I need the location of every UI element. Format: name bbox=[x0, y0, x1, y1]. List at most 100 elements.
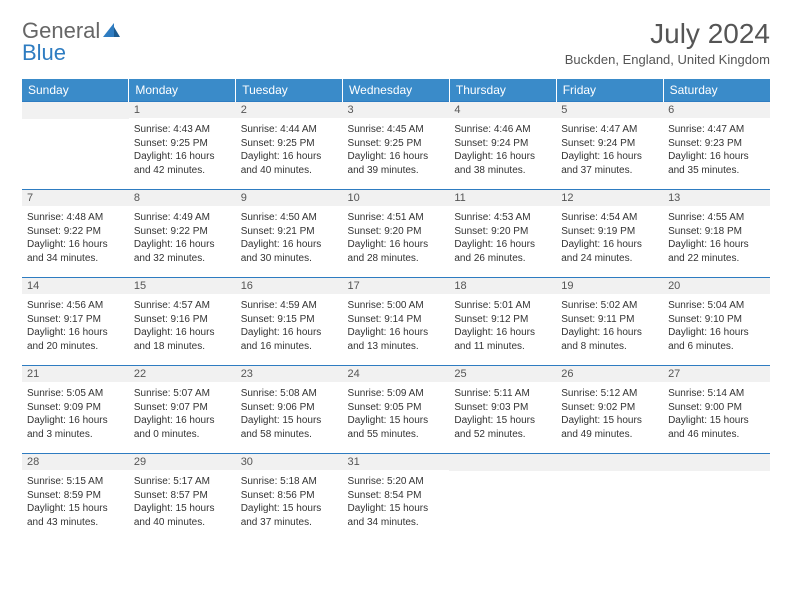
day-detail-line: Daylight: 16 hours and 0 minutes. bbox=[134, 414, 231, 441]
day-detail-line: Sunrise: 5:04 AM bbox=[668, 299, 765, 313]
day-cell: 27Sunrise: 5:14 AMSunset: 9:00 PMDayligh… bbox=[663, 366, 770, 454]
day-number: 22 bbox=[129, 366, 236, 382]
day-number bbox=[556, 454, 663, 471]
day-details: Sunrise: 4:45 AMSunset: 9:25 PMDaylight:… bbox=[343, 120, 450, 182]
day-detail-line: Sunrise: 5:00 AM bbox=[348, 299, 445, 313]
weekday-header: Tuesday bbox=[236, 79, 343, 102]
day-cell: 24 Sunrise: 5:09 AMSunset: 9:05 PMDayligh… bbox=[343, 366, 450, 454]
day-cell: 30Sunrise: 5:18 AMSunset: 8:56 PMDayligh… bbox=[236, 454, 343, 542]
day-detail-line: Daylight: 16 hours and 37 minutes. bbox=[561, 150, 658, 177]
day-number: 16 bbox=[236, 278, 343, 294]
day-number: 30 bbox=[236, 454, 343, 470]
day-details bbox=[449, 473, 556, 533]
day-number bbox=[449, 454, 556, 471]
day-detail-line: Daylight: 16 hours and 6 minutes. bbox=[668, 326, 765, 353]
day-detail-line: Daylight: 16 hours and 13 minutes. bbox=[348, 326, 445, 353]
day-detail-line: Sunrise: 4:51 AM bbox=[348, 211, 445, 225]
day-details: Sunrise: 5:17 AMSunset: 8:57 PMDaylight:… bbox=[129, 472, 236, 534]
day-detail-line: Sunrise: 5:05 AM bbox=[27, 387, 124, 401]
day-cell: 15 Sunrise: 4:57 AMSunset: 9:16 PMDayligh… bbox=[129, 278, 236, 366]
logo: GeneralBlue bbox=[22, 18, 122, 66]
day-detail-line: Sunset: 8:56 PM bbox=[241, 489, 338, 503]
day-details: Sunrise: 5:12 AMSunset: 9:02 PMDaylight:… bbox=[556, 384, 663, 446]
day-cell: 19Sunrise: 5:02 AMSunset: 9:11 PMDayligh… bbox=[556, 278, 663, 366]
day-detail-line: Sunrise: 5:11 AM bbox=[454, 387, 551, 401]
day-detail-line: Sunset: 9:03 PM bbox=[454, 401, 551, 415]
day-number: 31 bbox=[343, 454, 450, 470]
day-number: 24 bbox=[343, 366, 450, 382]
day-details: Sunrise: 4:47 AMSunset: 9:23 PMDaylight:… bbox=[663, 120, 770, 182]
day-detail-line: Sunrise: 4:44 AM bbox=[241, 123, 338, 137]
day-number: 3 bbox=[343, 102, 450, 118]
calendar-body: 1Sunrise: 4:43 AMSunset: 9:25 PMDaylight… bbox=[22, 102, 770, 542]
day-cell: 8Sunrise: 4:49 AMSunset: 9:22 PMDaylight… bbox=[129, 190, 236, 278]
day-detail-line: Sunset: 9:06 PM bbox=[241, 401, 338, 415]
day-details: Sunrise: 4:51 AMSunset: 9:20 PMDaylight:… bbox=[343, 208, 450, 270]
day-detail-line: Daylight: 16 hours and 16 minutes. bbox=[241, 326, 338, 353]
day-number: 13 bbox=[663, 190, 770, 206]
day-detail-line: Sunrise: 4:45 AM bbox=[348, 123, 445, 137]
day-detail-line: Daylight: 16 hours and 32 minutes. bbox=[134, 238, 231, 265]
day-details: Sunrise: 5:11 AMSunset: 9:03 PMDaylight:… bbox=[449, 384, 556, 446]
day-details: Sunrise: 4:49 AMSunset: 9:22 PMDaylight:… bbox=[129, 208, 236, 270]
week-row: 28Sunrise: 5:15 AMSunset: 8:59 PMDayligh… bbox=[22, 454, 770, 542]
day-detail-line: Sunset: 8:54 PM bbox=[348, 489, 445, 503]
weekday-header: Sunday bbox=[22, 79, 129, 102]
day-detail-line: Sunrise: 4:56 AM bbox=[27, 299, 124, 313]
day-details: Sunrise: 5:09 AMSunset: 9:05 PMDaylight:… bbox=[343, 384, 450, 446]
day-detail-line: Sunset: 9:25 PM bbox=[348, 137, 445, 151]
day-cell: 14Sunrise: 4:56 AMSunset: 9:17 PMDayligh… bbox=[22, 278, 129, 366]
day-detail-line: Daylight: 16 hours and 30 minutes. bbox=[241, 238, 338, 265]
day-detail-line: Daylight: 15 hours and 34 minutes. bbox=[348, 502, 445, 529]
day-cell: 22Sunrise: 5:07 AMSunset: 9:07 PMDayligh… bbox=[129, 366, 236, 454]
day-detail-line: Sunset: 9:25 PM bbox=[134, 137, 231, 151]
day-detail-line: Daylight: 15 hours and 40 minutes. bbox=[134, 502, 231, 529]
day-detail-line: Sunrise: 4:47 AM bbox=[561, 123, 658, 137]
day-detail-line: Sunrise: 4:55 AM bbox=[668, 211, 765, 225]
day-detail-line: Daylight: 16 hours and 42 minutes. bbox=[134, 150, 231, 177]
day-number: 17 bbox=[343, 278, 450, 294]
title-block: July 2024 Buckden, England, United Kingd… bbox=[565, 18, 770, 67]
day-cell bbox=[449, 454, 556, 542]
day-detail-line: Sunrise: 5:12 AM bbox=[561, 387, 658, 401]
day-cell: 13Sunrise: 4:55 AMSunset: 9:18 PMDayligh… bbox=[663, 190, 770, 278]
day-details bbox=[663, 473, 770, 533]
day-detail-line: Sunset: 9:25 PM bbox=[241, 137, 338, 151]
weekday-header: Thursday bbox=[449, 79, 556, 102]
day-number: 15 bbox=[129, 278, 236, 294]
day-detail-line: Sunrise: 5:08 AM bbox=[241, 387, 338, 401]
day-number: 11 bbox=[449, 190, 556, 206]
day-details: Sunrise: 4:53 AMSunset: 9:20 PMDaylight:… bbox=[449, 208, 556, 270]
day-cell: 17Sunrise: 5:00 AMSunset: 9:14 PMDayligh… bbox=[343, 278, 450, 366]
day-details bbox=[22, 121, 129, 181]
day-detail-line: Sunrise: 4:47 AM bbox=[668, 123, 765, 137]
weekday-header: Wednesday bbox=[343, 79, 450, 102]
day-details: Sunrise: 4:57 AMSunset: 9:16 PMDaylight:… bbox=[129, 296, 236, 358]
day-details: Sunrise: 5:05 AMSunset: 9:09 PMDaylight:… bbox=[22, 384, 129, 446]
day-details: Sunrise: 5:15 AMSunset: 8:59 PMDaylight:… bbox=[22, 472, 129, 534]
day-detail-line: Sunrise: 4:43 AM bbox=[134, 123, 231, 137]
day-detail-line: Daylight: 15 hours and 43 minutes. bbox=[27, 502, 124, 529]
day-detail-line: Daylight: 16 hours and 35 minutes. bbox=[668, 150, 765, 177]
day-details: Sunrise: 4:54 AMSunset: 9:19 PMDaylight:… bbox=[556, 208, 663, 270]
day-detail-line: Daylight: 16 hours and 11 minutes. bbox=[454, 326, 551, 353]
day-detail-line: Sunset: 9:18 PM bbox=[668, 225, 765, 239]
day-cell: 31Sunrise: 5:20 AMSunset: 8:54 PMDayligh… bbox=[343, 454, 450, 542]
day-detail-line: Sunset: 9:16 PM bbox=[134, 313, 231, 327]
day-detail-line: Sunset: 9:24 PM bbox=[561, 137, 658, 151]
day-detail-line: Sunset: 9:15 PM bbox=[241, 313, 338, 327]
day-cell: 12Sunrise: 4:54 AMSunset: 9:19 PMDayligh… bbox=[556, 190, 663, 278]
weekday-header: Monday bbox=[129, 79, 236, 102]
day-number: 7 bbox=[22, 190, 129, 206]
day-number: 25 bbox=[449, 366, 556, 382]
day-detail-line: Daylight: 16 hours and 39 minutes. bbox=[348, 150, 445, 177]
day-detail-line: Sunrise: 4:48 AM bbox=[27, 211, 124, 225]
day-number: 5 bbox=[556, 102, 663, 118]
day-number: 4 bbox=[449, 102, 556, 118]
weekday-header: Saturday bbox=[663, 79, 770, 102]
day-cell: 23Sunrise: 5:08 AMSunset: 9:06 PMDayligh… bbox=[236, 366, 343, 454]
day-number bbox=[22, 102, 129, 119]
day-detail-line: Sunset: 9:24 PM bbox=[454, 137, 551, 151]
day-detail-line: Sunrise: 5:07 AM bbox=[134, 387, 231, 401]
week-row: 1Sunrise: 4:43 AMSunset: 9:25 PMDaylight… bbox=[22, 102, 770, 190]
